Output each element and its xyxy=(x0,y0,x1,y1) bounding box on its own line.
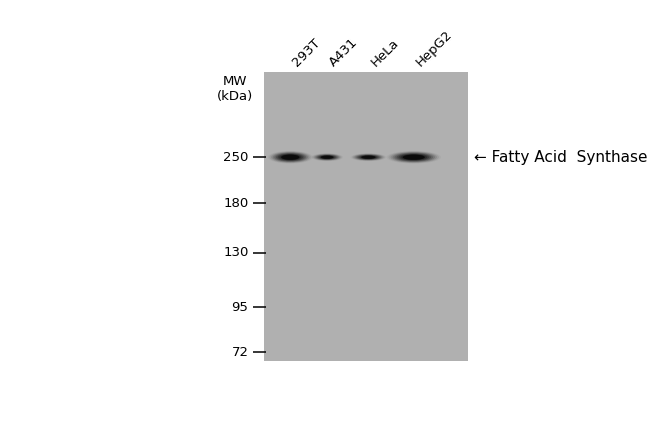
Ellipse shape xyxy=(283,155,298,160)
Ellipse shape xyxy=(278,154,303,161)
Text: 72: 72 xyxy=(231,346,248,359)
Ellipse shape xyxy=(404,155,423,160)
Ellipse shape xyxy=(359,155,377,159)
Ellipse shape xyxy=(312,154,342,161)
Ellipse shape xyxy=(395,153,433,162)
Ellipse shape xyxy=(273,152,308,162)
Ellipse shape xyxy=(357,155,380,160)
Ellipse shape xyxy=(316,154,339,160)
Ellipse shape xyxy=(271,152,309,162)
Ellipse shape xyxy=(276,153,305,161)
Ellipse shape xyxy=(361,156,376,159)
Ellipse shape xyxy=(281,154,300,160)
Text: HeLa: HeLa xyxy=(369,36,401,69)
Ellipse shape xyxy=(313,154,341,161)
Text: A431: A431 xyxy=(327,35,361,69)
Text: 95: 95 xyxy=(231,301,248,314)
Ellipse shape xyxy=(396,153,431,161)
Ellipse shape xyxy=(400,154,427,160)
Ellipse shape xyxy=(361,156,376,159)
Ellipse shape xyxy=(406,156,421,159)
Ellipse shape xyxy=(315,154,339,160)
Ellipse shape xyxy=(320,156,333,159)
Text: ← Fatty Acid  Synthase: ← Fatty Acid Synthase xyxy=(474,150,647,165)
Ellipse shape xyxy=(352,154,385,161)
Ellipse shape xyxy=(403,154,424,160)
Ellipse shape xyxy=(358,155,378,160)
Text: 293T: 293T xyxy=(291,36,323,69)
Ellipse shape xyxy=(320,156,333,159)
Ellipse shape xyxy=(402,154,425,160)
Text: 250: 250 xyxy=(223,151,248,164)
Ellipse shape xyxy=(389,151,439,163)
Ellipse shape xyxy=(317,155,337,160)
Ellipse shape xyxy=(363,156,373,158)
Ellipse shape xyxy=(281,154,300,160)
Ellipse shape xyxy=(362,156,374,159)
Ellipse shape xyxy=(323,156,332,158)
Ellipse shape xyxy=(322,156,333,159)
Ellipse shape xyxy=(353,154,384,161)
Ellipse shape xyxy=(398,154,429,161)
Ellipse shape xyxy=(319,155,335,159)
Ellipse shape xyxy=(356,154,381,160)
Text: MW
(kDa): MW (kDa) xyxy=(216,75,253,103)
Ellipse shape xyxy=(393,152,435,162)
Ellipse shape xyxy=(280,154,302,160)
Text: 130: 130 xyxy=(223,246,248,259)
Ellipse shape xyxy=(354,154,382,160)
Text: HepG2: HepG2 xyxy=(414,28,455,69)
Ellipse shape xyxy=(391,152,437,162)
Bar xyxy=(264,72,468,361)
Ellipse shape xyxy=(318,155,336,160)
Ellipse shape xyxy=(274,153,306,162)
Ellipse shape xyxy=(284,156,296,159)
Ellipse shape xyxy=(269,151,311,163)
Text: 180: 180 xyxy=(223,197,248,210)
